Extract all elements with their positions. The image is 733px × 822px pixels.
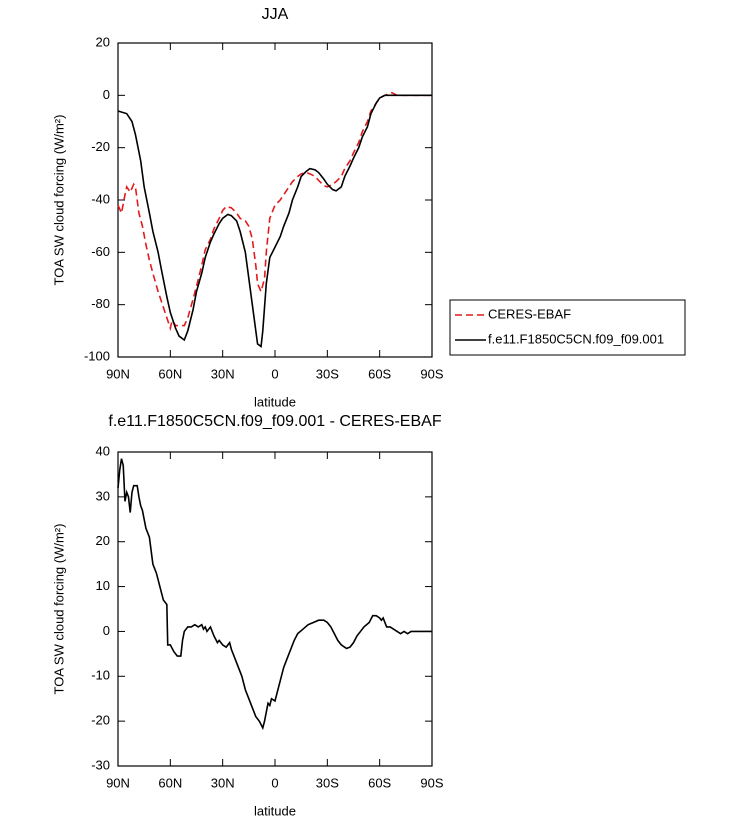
y-tick-label: -100 [84,348,110,363]
x-tick-label: 90S [420,366,443,381]
y-axis-label: TOA SW cloud forcing (W/m²) [51,115,66,286]
y-tick-label: 0 [103,623,110,638]
y-tick-label: -30 [91,757,110,772]
y-tick-label: 30 [96,488,110,503]
y-tick-label: -10 [91,668,110,683]
legend-label: CERES-EBAF [488,306,571,321]
y-tick-label: -20 [91,713,110,728]
x-tick-label: 30S [316,775,339,790]
x-tick-label: 60S [368,775,391,790]
data-line [117,94,432,349]
x-axis-label: latitude [254,394,296,409]
x-tick-label: 0 [271,775,278,790]
x-tick-label: 60N [158,775,182,790]
y-tick-label: -20 [91,139,110,154]
y-axis-label: TOA SW cloud forcing (W/m²) [51,524,66,695]
plot-frame [117,451,433,767]
chart-title: f.e11.F1850C5CN.f09_f09.001 - CERES-EBAF [108,413,441,430]
x-tick-label: 90N [106,366,130,381]
legend-box [449,299,686,356]
plot-frame [117,42,433,358]
y-tick-label: 40 [96,443,110,458]
x-tick-label: 30N [211,366,235,381]
legend-label: f.e11.F1850C5CN.f09_f09.001 [488,331,664,346]
x-tick-label: 90N [106,775,130,790]
x-tick-label: 90S [420,775,443,790]
y-tick-label: 0 [103,87,110,102]
y-tick-label: -80 [91,296,110,311]
y-tick-label: -40 [91,191,110,206]
x-tick-label: 60S [368,366,391,381]
data-line [117,458,432,731]
data-line [117,91,432,332]
x-tick-label: 30S [316,366,339,381]
x-tick-label: 60N [158,366,182,381]
y-tick-label: 20 [96,34,110,49]
y-tick-label: -60 [91,244,110,259]
y-tick-label: 20 [96,533,110,548]
x-axis-label: latitude [254,803,296,818]
x-tick-label: 0 [271,366,278,381]
chart-title: JJA [262,6,289,23]
x-tick-label: 30N [211,775,235,790]
y-tick-label: 10 [96,578,110,593]
